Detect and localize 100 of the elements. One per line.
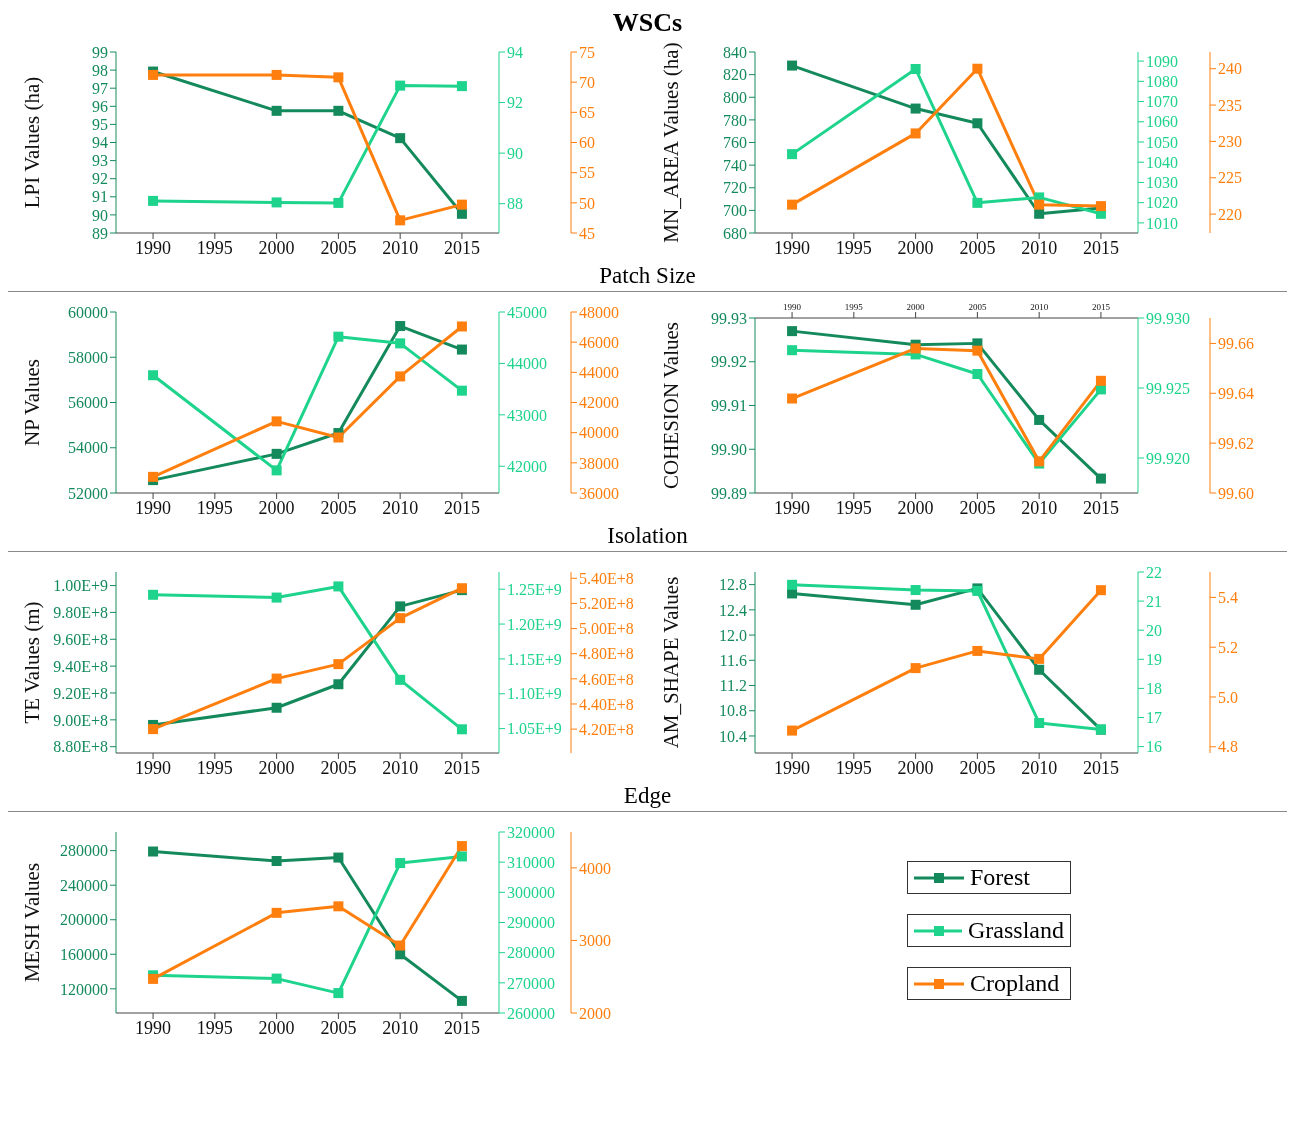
text: Edge <box>8 783 1287 809</box>
y3-tick-label: 220 <box>1218 205 1242 223</box>
y2-tick-label: 43000 <box>507 406 547 424</box>
point <box>972 63 983 74</box>
y3-tick-label: 99.64 <box>1218 384 1254 402</box>
x2-tick-label: 2000 <box>906 302 926 312</box>
x2-tick-label: 1990 <box>783 302 802 312</box>
y2-tick-label: 1.10E+9 <box>507 685 562 703</box>
point <box>456 851 467 862</box>
y-tick-label: 200000 <box>60 911 108 929</box>
point <box>787 579 798 590</box>
y-tick-label: 740 <box>723 156 747 174</box>
y-tick-label: 10.4 <box>719 727 747 745</box>
x-tick-label: 2015 <box>1082 757 1119 778</box>
y2-tick-label: 300000 <box>507 884 555 902</box>
point <box>271 69 282 80</box>
point <box>1095 375 1106 386</box>
point <box>910 63 921 74</box>
y-tick-label: 1.00E+9 <box>53 577 108 595</box>
legend-label: Cropland <box>970 970 1060 997</box>
y3-tick-label: 3000 <box>579 932 611 950</box>
point <box>395 321 406 332</box>
point <box>271 465 282 476</box>
y3-tick-label: 5.20E+8 <box>579 595 634 613</box>
x-tick-label: 2000 <box>897 497 934 518</box>
y2-tick-label: 1070 <box>1146 93 1178 111</box>
point <box>271 416 282 427</box>
y-tick-label: 9.80E+8 <box>53 604 108 622</box>
y-tick-label: 12.8 <box>719 576 747 594</box>
y3-tick-label: 4.80E+8 <box>579 645 634 663</box>
y3-tick-label: 36000 <box>579 484 619 502</box>
point <box>456 199 467 210</box>
point <box>456 321 467 332</box>
y-tick-label: 98 <box>92 61 108 79</box>
y3-tick-label: 65 <box>579 104 595 122</box>
x-tick-label: 2000 <box>258 1017 295 1038</box>
y2-tick-label: 19 <box>1146 650 1162 668</box>
point <box>787 393 798 404</box>
y-axis-title: TE Values (m) <box>20 601 45 724</box>
y-tick-label: 95 <box>92 116 108 134</box>
y2-tick-label: 99.930 <box>1146 309 1190 327</box>
text: Isolation <box>8 523 1287 549</box>
y2-tick-label: 280000 <box>507 944 555 962</box>
point <box>910 599 921 610</box>
y2-tick-label: 1020 <box>1146 194 1178 212</box>
y-tick-label: 9.60E+8 <box>53 630 108 648</box>
y-tick-label: 12.0 <box>719 626 747 644</box>
x2-tick-label: 2010 <box>1030 302 1049 312</box>
point <box>395 215 406 226</box>
text: Patch Size <box>8 263 1287 289</box>
y2-tick-label: 42000 <box>507 457 547 475</box>
y2-tick-label: 99.925 <box>1146 379 1190 397</box>
x-tick-label: 1990 <box>774 237 811 258</box>
point <box>271 702 282 713</box>
y-tick-label: 60000 <box>68 303 108 321</box>
y3-tick-label: 38000 <box>579 454 619 472</box>
y3-tick-label: 5.0 <box>1218 688 1238 706</box>
point <box>972 345 983 356</box>
x-tick-label: 2010 <box>382 757 419 778</box>
y2-tick-label: 310000 <box>507 853 555 871</box>
point <box>333 988 344 999</box>
point <box>271 673 282 684</box>
point <box>910 663 921 674</box>
y-tick-label: 94 <box>92 134 108 152</box>
x-tick-label: 1995 <box>835 237 872 258</box>
y3-tick-label: 230 <box>1218 133 1242 151</box>
point <box>271 856 282 867</box>
y-tick-label: 52000 <box>68 484 108 502</box>
y3-tick-label: 4.8 <box>1218 738 1238 756</box>
y-tick-label: 99.89 <box>711 484 747 502</box>
y-tick-label: 97 <box>92 79 108 97</box>
point <box>333 679 344 690</box>
y2-tick-label: 1.05E+9 <box>507 720 562 738</box>
y3-tick-label: 45 <box>579 224 595 242</box>
point <box>395 858 406 869</box>
point <box>787 60 798 71</box>
y2-tick-label: 94 <box>507 43 523 61</box>
point <box>456 385 467 396</box>
y-tick-label: 11.2 <box>719 677 747 695</box>
y2-tick-label: 20 <box>1146 621 1162 639</box>
point <box>333 659 344 670</box>
y-tick-label: 99.91 <box>711 397 747 415</box>
y-axis-title: LPI Values (ha) <box>20 76 45 209</box>
point <box>910 343 921 354</box>
point <box>271 448 282 459</box>
y2-tick-label: 1040 <box>1146 153 1178 171</box>
x-tick-label: 1995 <box>835 757 872 778</box>
point <box>972 645 983 656</box>
legend-label: Forest <box>970 864 1030 891</box>
y3-tick-label: 4.20E+8 <box>579 720 634 738</box>
point <box>333 901 344 912</box>
x-tick-label: 2000 <box>897 757 934 778</box>
point <box>787 199 798 210</box>
y2-tick-label: 1030 <box>1146 174 1178 192</box>
point <box>456 208 467 219</box>
x-tick-label: 1990 <box>774 757 811 778</box>
y-axis-title: MESH Values <box>20 862 45 983</box>
point <box>395 371 406 382</box>
y-tick-label: 680 <box>723 224 747 242</box>
x-tick-label: 1995 <box>196 237 233 258</box>
